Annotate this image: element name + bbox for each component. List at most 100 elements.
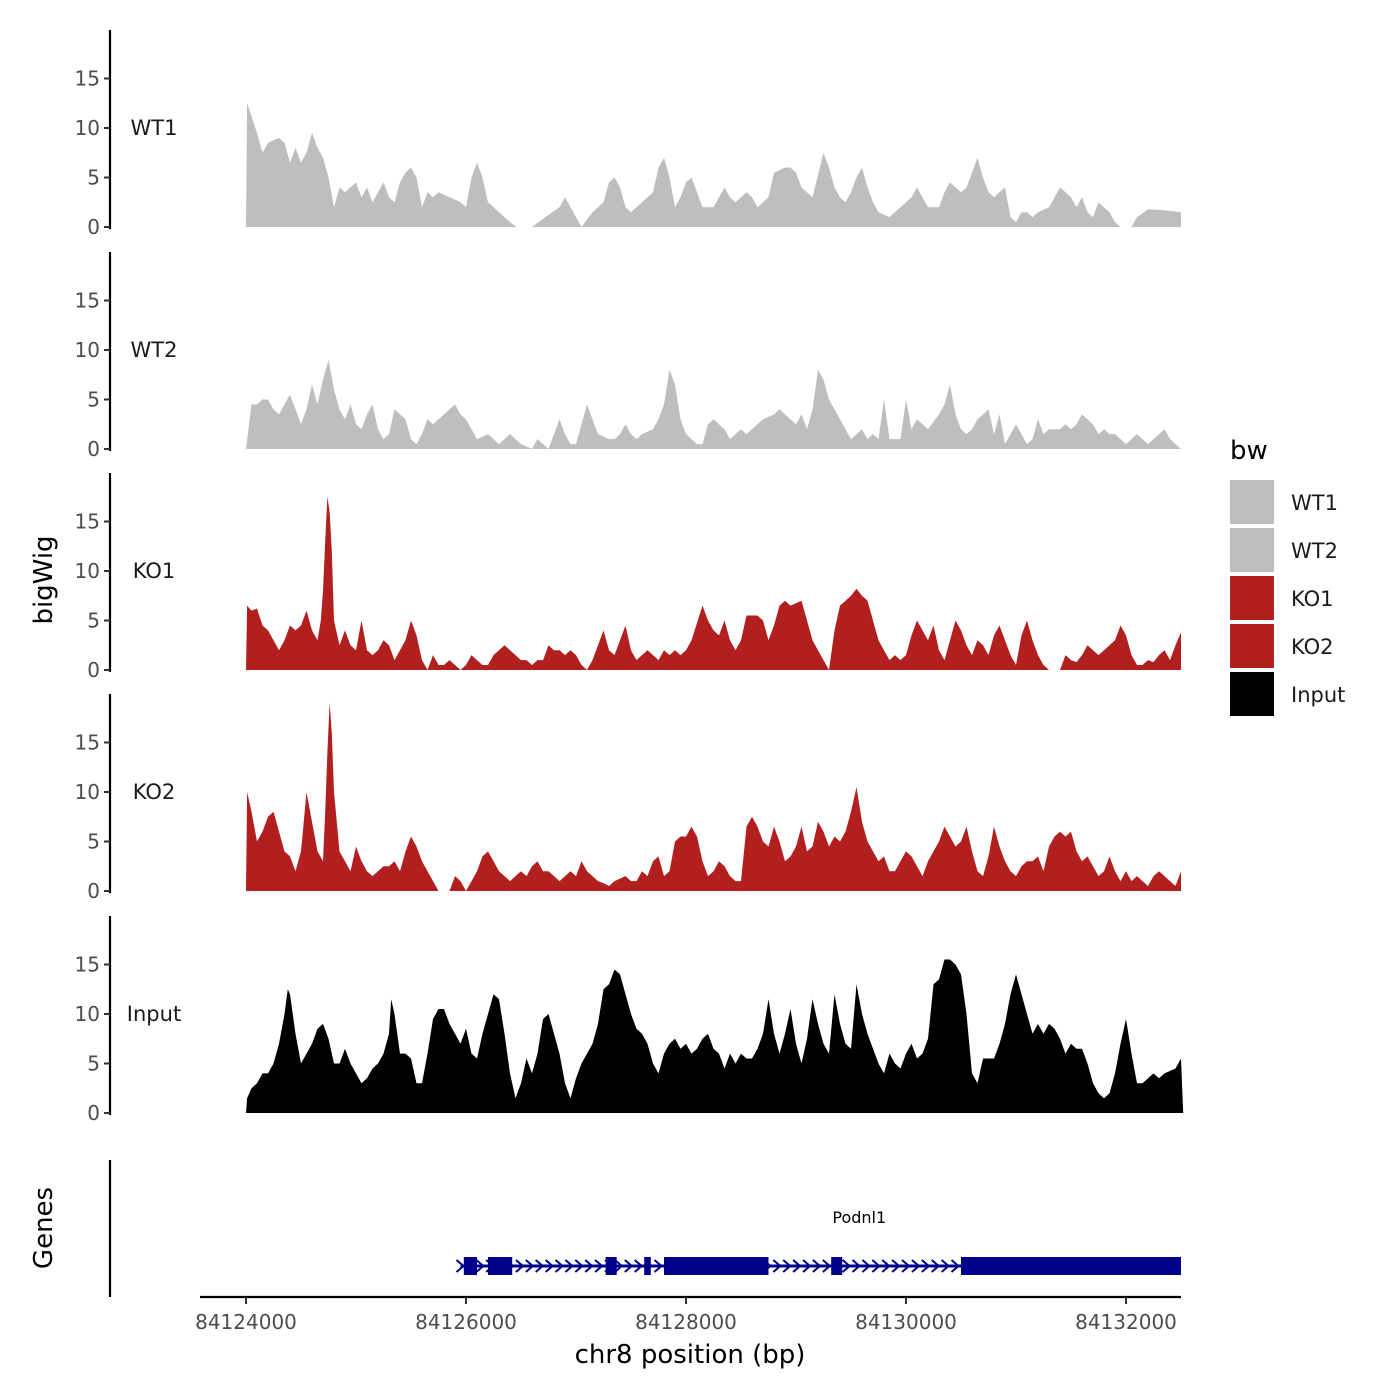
y-tick-label: 5 [87,166,100,190]
strand-arrow [624,1259,634,1273]
y-tick-label: 0 [87,879,100,903]
y-tick-label: 15 [75,953,100,977]
strand-arrow [455,1259,466,1273]
strand-arrow [564,1259,574,1273]
strand-arrow [891,1259,901,1273]
y-tick-label: 10 [75,338,100,362]
legend-swatch [1230,480,1274,524]
legend-item-input: Input [1230,672,1345,716]
strand-arrow [475,1259,485,1273]
strand-arrow [931,1259,941,1273]
gene-name-label: Podnl1 [832,1208,886,1227]
strand-arrow [921,1259,931,1273]
signal-tracks: 0 5 10 15 WT1 0 5 10 15 WT2 0 5 10 15 KO1 0 5 10 15 KO2 0 5 10… [75,30,1184,1125]
legend-swatch [1230,576,1274,620]
strand-arrow [851,1259,862,1273]
y-tick-label: 0 [87,215,100,239]
y-tick-label: 5 [87,830,100,854]
strand-arrow [634,1259,644,1273]
strand-arrow [574,1259,584,1273]
y-tick-label: 15 [75,731,100,755]
signal-area-wt1 [246,103,1181,227]
strand-arrow [525,1259,535,1273]
track-ko2: 0 5 10 15 KO2 [75,694,1181,903]
y-tick-label: 15 [75,289,100,313]
strand-arrow [940,1259,951,1273]
genes-panel-title: Genes [29,1187,59,1269]
strand-arrow [822,1259,832,1273]
legend-label: WT1 [1291,491,1338,515]
track-ko1: 0 5 10 15 KO1 [75,473,1181,682]
y-tick-label: 0 [87,1101,100,1125]
signal-area-wt2 [246,359,1181,449]
legend: bw WT1 WT2 KO1 KO2 Input [1230,436,1345,716]
track-wt1: 0 5 10 15 WT1 [75,30,1181,239]
strand-arrow [782,1259,792,1273]
x-axis-title: chr8 position (bp) [575,1340,806,1370]
x-axis: 84124000 84126000 84128000 84130000 84132000 [195,1295,1181,1334]
strand-arrow [772,1259,782,1273]
track-wt2: 0 5 10 15 WT2 [75,252,1181,461]
strand-arrow [614,1259,624,1273]
gene-exon [605,1257,617,1275]
legend-item-wt2: WT2 [1230,528,1338,572]
y-tick-label: 10 [75,780,100,804]
strand-arrow [594,1259,604,1273]
legend-label: KO2 [1291,635,1334,659]
y-axis-title: bigWig [29,535,59,624]
legend-item-ko2: KO2 [1230,624,1334,668]
strand-arrow [515,1259,525,1273]
strand-arrow [802,1259,812,1273]
strand-arrow [792,1259,802,1273]
legend-item-ko1: KO1 [1230,576,1334,620]
strand-arrow [584,1259,594,1273]
y-tick-label: 5 [87,1052,100,1076]
strand-arrow [653,1259,664,1273]
strand-arrow [871,1259,881,1273]
x-tick-label: 84132000 [1075,1310,1177,1334]
y-tick-label: 15 [75,510,100,534]
strand-arrow [812,1259,822,1273]
track-label-wt1: WT1 [131,116,178,140]
legend-swatch [1230,672,1274,716]
legend-label: KO1 [1291,587,1334,611]
strand-arrow [901,1259,911,1273]
strand-arrow [881,1259,891,1273]
gene-exon [463,1257,477,1275]
strand-arrow [861,1259,871,1273]
track-label-ko2: KO2 [133,780,176,804]
y-tick-label: 10 [75,1002,100,1026]
gene-exon [488,1257,513,1275]
track-label-ko1: KO1 [133,559,176,583]
legend-swatch [1230,624,1274,668]
gene-exon [664,1257,769,1275]
y-tick-label: 10 [75,116,100,140]
track-label-input: Input [127,1002,181,1026]
x-tick-label: 84130000 [855,1310,957,1334]
y-tick-label: 0 [87,658,100,682]
signal-area-ko2 [246,702,1181,891]
legend-swatch [1230,528,1274,572]
legend-title: bw [1230,436,1268,466]
strand-arrow [535,1259,545,1273]
strand-arrow [544,1259,555,1273]
gene-exon [644,1257,651,1275]
strand-arrow [841,1259,852,1273]
y-tick-label: 10 [75,559,100,583]
legend-label: Input [1291,683,1345,707]
track-input: 0 5 10 15 Input [75,916,1184,1125]
strand-arrow [950,1259,961,1273]
y-tick-label: 15 [75,67,100,91]
track-label-wt2: WT2 [131,338,178,362]
gene-exon [831,1257,843,1275]
strand-arrow [554,1259,565,1273]
gene-exon [961,1257,1181,1275]
gene-track-panel: Podnl1 [108,1160,1181,1297]
x-tick-label: 84124000 [195,1310,297,1334]
strand-arrow [911,1259,921,1273]
legend-item-wt1: WT1 [1230,480,1338,524]
signal-area-ko1 [246,496,1181,670]
y-tick-label: 5 [87,609,100,633]
legend-label: WT2 [1291,539,1338,563]
